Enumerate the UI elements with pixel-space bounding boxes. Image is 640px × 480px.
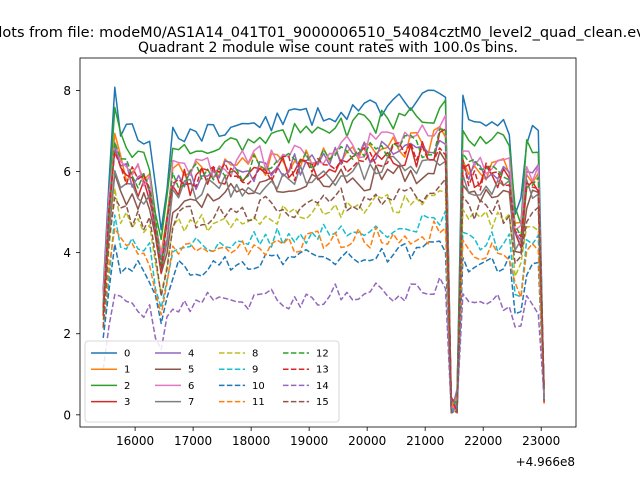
x-tick-label: 16000 [116, 434, 154, 448]
legend-label: 13 [316, 365, 329, 376]
legend-item-5: 5 [155, 365, 194, 376]
axes-frame [79, 57, 577, 428]
y-tick-label: 0 [63, 408, 71, 422]
legend-label: 0 [124, 349, 130, 360]
legend-item-8: 8 [219, 349, 258, 360]
series-8-line [102, 187, 545, 414]
x-tick-label: 18000 [232, 434, 270, 448]
legend-label: 11 [252, 397, 265, 408]
x-tick-label: 20000 [348, 434, 386, 448]
x-tick-label: 19000 [290, 434, 328, 448]
series-13-line [102, 142, 545, 414]
legend-item-0: 0 [91, 349, 130, 360]
legend-item-2: 2 [91, 381, 130, 392]
legend-label: 3 [124, 397, 130, 408]
y-tick-label: 4 [63, 246, 71, 260]
legend-label: 4 [188, 349, 194, 360]
legend-item-12: 12 [283, 349, 329, 360]
series-9-line [102, 210, 545, 414]
legend-item-9: 9 [219, 365, 258, 376]
series-15-line [102, 178, 545, 414]
legend-item-1: 1 [91, 365, 130, 376]
legend-item-13: 13 [283, 365, 329, 376]
legend-label: 1 [124, 365, 130, 376]
legend-item-4: 4 [155, 349, 194, 360]
legend-label: 10 [252, 381, 265, 392]
figure-suptitle: Plots from file: modeM0/AS1A14_041T01_90… [0, 25, 640, 41]
legend-label: 12 [316, 349, 329, 360]
legend-item-11: 11 [219, 397, 265, 408]
series-2-line [102, 99, 545, 414]
y-tick-label: 6 [63, 165, 71, 179]
series-4-line [102, 139, 545, 414]
series-10-line [102, 240, 545, 414]
x-tick-label: 23000 [522, 434, 560, 448]
x-tick-label: 22000 [464, 434, 502, 448]
series-5-line [102, 150, 545, 411]
series-7-line [102, 155, 545, 402]
legend-item-14: 14 [283, 381, 329, 392]
legend-label: 15 [316, 397, 329, 408]
series-group [102, 86, 545, 414]
legend-item-10: 10 [219, 381, 265, 392]
x-tick-label: 21000 [406, 434, 444, 448]
legend-label: 6 [188, 381, 194, 392]
legend-item-3: 3 [91, 397, 130, 408]
legend-label: 14 [316, 381, 329, 392]
x-axis-offset-label: +4.966e8 [516, 455, 575, 469]
legend-item-7: 7 [155, 397, 194, 408]
legend-item-15: 15 [283, 397, 329, 408]
legend-box [84, 340, 340, 423]
legend-label: 5 [188, 365, 194, 376]
legend-label: 7 [188, 397, 194, 408]
legend-label: 8 [252, 349, 258, 360]
chart-title: Quadrant 2 module wise count rates with … [138, 40, 518, 56]
series-0-line [102, 86, 545, 407]
series-11-line [102, 220, 545, 410]
x-tick-label: 17000 [174, 434, 212, 448]
y-tick-label: 2 [63, 327, 71, 341]
series-6-line [102, 114, 545, 414]
plot-area: 16000 17000 18000 19000 20000 21000 22000 23000… [63, 57, 577, 448]
legend-label: 9 [252, 365, 258, 376]
series-14-line [102, 276, 545, 414]
legend-item-6: 6 [155, 381, 194, 392]
y-tick-label: 8 [63, 84, 71, 98]
series-12-line [102, 128, 545, 404]
legend-label: 2 [124, 381, 130, 392]
